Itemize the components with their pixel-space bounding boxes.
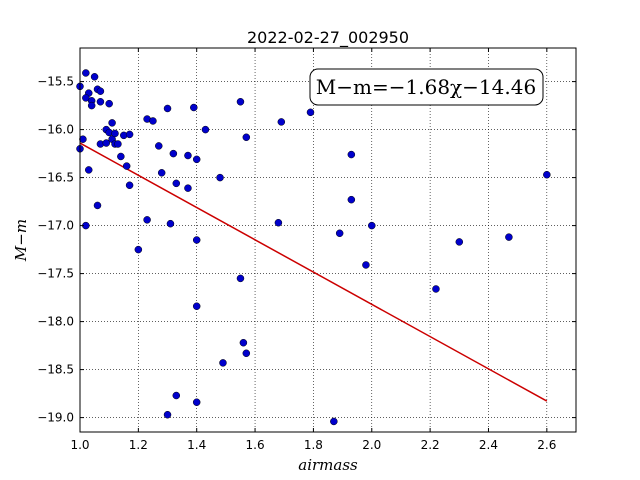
data-point xyxy=(155,142,163,150)
data-point xyxy=(184,151,192,160)
data-point xyxy=(242,349,251,358)
data-point xyxy=(169,149,178,158)
data-point xyxy=(236,274,245,283)
data-point xyxy=(102,139,111,147)
y-tick-label: −17.5 xyxy=(37,267,74,281)
data-point xyxy=(543,170,551,179)
data-point xyxy=(184,184,192,192)
data-point xyxy=(432,285,440,293)
fit-equation: M−m=−1.68χ−14.46 xyxy=(316,75,536,99)
y-tick-label: −15.5 xyxy=(37,75,74,89)
data-point xyxy=(117,152,125,161)
equation-box-frame xyxy=(309,68,544,106)
data-point xyxy=(90,73,99,81)
data-point xyxy=(134,245,143,254)
data-point xyxy=(236,98,245,106)
data-point xyxy=(157,169,166,177)
x-axis-label: airmass xyxy=(298,456,358,474)
y-tick-label: −18.0 xyxy=(37,315,74,329)
data-point xyxy=(93,201,102,210)
y-tick-label: −18.5 xyxy=(37,363,74,377)
x-tick-label: 2.2 xyxy=(421,438,440,452)
data-point xyxy=(166,219,175,228)
x-tick-labels: 1.0 1.2 1.4 1.6 1.8 2.0 2.2 2.4 2.6 xyxy=(70,438,556,452)
x-tick-label: 1.2 xyxy=(129,438,148,452)
data-point xyxy=(455,238,464,246)
x-tick-label: 2.6 xyxy=(537,438,556,452)
y-tick-label: −16.5 xyxy=(37,171,74,185)
data-point xyxy=(368,221,376,230)
data-point xyxy=(163,410,172,419)
data-point xyxy=(163,104,172,113)
data-point xyxy=(347,195,356,204)
data-point xyxy=(96,87,105,95)
data-point xyxy=(192,302,201,310)
data-point xyxy=(192,398,201,406)
y-tick-labels: −15.5 −16.0 −16.5 −17.0 −17.5 −18.0 −18.5 −19.0 xyxy=(37,75,74,425)
data-point xyxy=(201,125,210,134)
data-point xyxy=(143,216,151,224)
x-tick-label: 1.6 xyxy=(246,438,265,452)
data-point xyxy=(239,338,248,347)
data-point xyxy=(111,129,119,138)
data-point xyxy=(306,108,315,117)
data-point xyxy=(362,261,370,269)
data-point xyxy=(190,103,198,112)
y-tick-label: −17.0 xyxy=(37,219,74,233)
data-point xyxy=(330,417,338,426)
data-point xyxy=(87,101,96,110)
data-point xyxy=(125,130,134,139)
data-point xyxy=(277,118,286,126)
data-point xyxy=(216,173,224,182)
plot-frame xyxy=(79,47,577,433)
data-point xyxy=(192,236,201,244)
data-point xyxy=(192,155,201,164)
data-point xyxy=(125,181,134,190)
data-points xyxy=(76,69,551,426)
plot-area xyxy=(80,48,576,432)
x-tick-label: 1.4 xyxy=(187,438,206,452)
x-tick-label: 2.0 xyxy=(362,438,381,452)
data-point xyxy=(274,218,283,227)
fit-line-group xyxy=(79,142,548,402)
data-point xyxy=(172,179,181,188)
data-point xyxy=(149,117,157,125)
axis-ticks xyxy=(79,48,576,432)
data-point xyxy=(114,140,122,148)
data-point xyxy=(122,162,131,170)
data-point xyxy=(108,119,116,127)
data-point xyxy=(335,229,344,238)
y-axis-label: M−m xyxy=(12,219,30,262)
data-point xyxy=(96,98,105,106)
data-point xyxy=(105,99,113,108)
x-tick-label: 1.0 xyxy=(70,438,89,452)
y-tick-label: −19.0 xyxy=(37,411,74,425)
data-point xyxy=(172,391,181,400)
y-tick-label: −16.0 xyxy=(37,123,74,137)
data-point xyxy=(219,359,227,367)
x-tick-label: 2.4 xyxy=(479,438,498,452)
fit-line xyxy=(79,142,548,402)
data-point xyxy=(85,166,93,174)
data-point xyxy=(79,135,87,143)
fit-equation-box: M−m=−1.68χ−14.46 xyxy=(309,68,544,106)
data-point xyxy=(347,150,356,159)
chart-title: 2022-02-27_002950 xyxy=(247,28,409,48)
data-point xyxy=(242,133,251,142)
data-point xyxy=(505,233,513,241)
data-point xyxy=(82,69,90,77)
x-tick-label: 1.8 xyxy=(304,438,323,452)
